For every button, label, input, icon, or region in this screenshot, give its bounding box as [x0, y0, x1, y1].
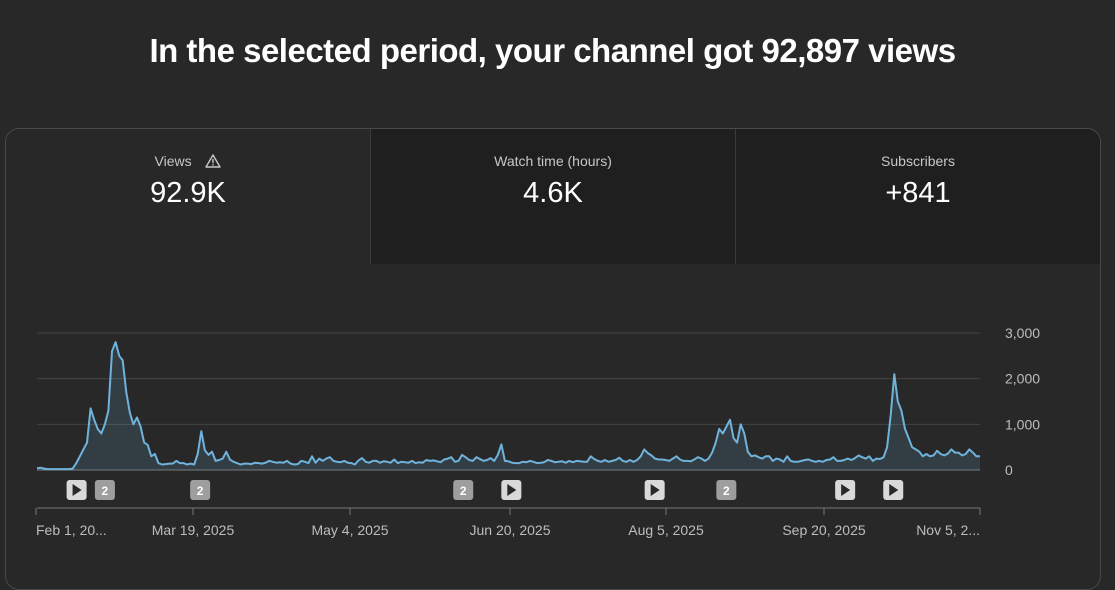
series-area [37, 342, 980, 470]
video-count-label: 2 [102, 484, 109, 498]
tab-watch-time[interactable]: Watch time (hours) 4.6K [370, 129, 735, 264]
analytics-card: Views 92.9K Watch time (hours) 4.6K Subs… [5, 128, 1101, 590]
video-count-label: 2 [460, 484, 467, 498]
video-count-label: 2 [197, 484, 204, 498]
play-icon [841, 484, 851, 496]
video-count-label: 2 [723, 484, 730, 498]
video-count-marker[interactable] [453, 480, 474, 500]
tab-subscribers-label: Subscribers [881, 153, 955, 169]
x-tick-label: May 4, 2025 [311, 522, 388, 538]
tab-watch-time-value: 4.6K [523, 177, 583, 209]
tab-views[interactable]: Views 92.9K [6, 129, 370, 264]
play-icon [507, 484, 517, 496]
video-count-marker[interactable] [716, 480, 737, 500]
x-tick-label: Mar 19, 2025 [152, 522, 235, 538]
y-tick-label: 0 [1005, 462, 1013, 478]
y-tick-label: 1,000 [1005, 416, 1040, 432]
page-headline: In the selected period, your channel got… [149, 32, 956, 69]
x-tick-label: Feb 1, 20... [36, 522, 107, 538]
x-tick-label: Sep 20, 2025 [782, 522, 866, 538]
video-count-marker[interactable] [190, 480, 211, 500]
play-icon [889, 484, 899, 496]
tab-watch-time-label: Watch time (hours) [494, 153, 612, 169]
tab-views-value: 92.9K [150, 177, 226, 209]
tab-subscribers-value: +841 [885, 177, 951, 209]
x-tick-label: Nov 5, 2... [916, 522, 980, 538]
tab-subscribers[interactable]: Subscribers +841 [735, 129, 1100, 264]
metric-tabs: Views 92.9K Watch time (hours) 4.6K Subs… [6, 129, 1100, 264]
y-tick-label: 3,000 [1005, 325, 1040, 341]
tab-views-label: Views [154, 153, 192, 169]
play-icon [650, 484, 660, 496]
warning-icon[interactable] [205, 154, 222, 171]
y-tick-label: 2,000 [1005, 371, 1040, 387]
x-tick-label: Aug 5, 2025 [628, 522, 704, 538]
play-icon [72, 484, 82, 496]
x-tick-label: Jun 20, 2025 [470, 522, 551, 538]
views-chart: 3,000 2,000 1,000 0 2 2 2 2 Feb 1, 20... Mar 19, … [35, 325, 1040, 538]
series-line [36, 341, 980, 471]
video-count-marker[interactable] [94, 480, 115, 500]
